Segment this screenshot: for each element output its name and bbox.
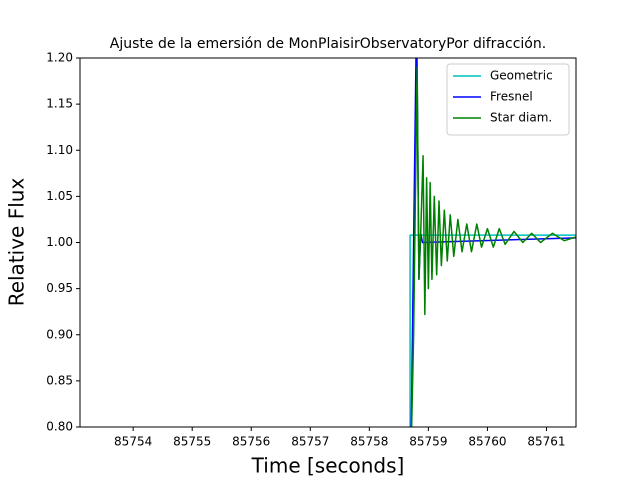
chart-title: Ajuste de la emersión de MonPlaisirObser… bbox=[110, 36, 546, 52]
legend-label: Fresnel bbox=[490, 90, 533, 104]
x-tick-label: 85760 bbox=[468, 435, 506, 449]
plot-area bbox=[409, 58, 576, 427]
x-tick-label: 85758 bbox=[350, 435, 388, 449]
x-tick-label: 85757 bbox=[291, 435, 329, 449]
x-tick-label: 85756 bbox=[232, 435, 270, 449]
series-line bbox=[410, 66, 576, 427]
y-axis-label: Relative Flux bbox=[5, 178, 29, 307]
y-tick-label: 0.80 bbox=[46, 420, 73, 434]
y-tick-label: 1.00 bbox=[46, 235, 73, 249]
x-tick-label: 85754 bbox=[114, 435, 152, 449]
y-tick-label: 1.10 bbox=[46, 143, 73, 157]
y-tick-label: 1.20 bbox=[46, 51, 73, 65]
y-tick-label: 1.05 bbox=[46, 189, 73, 203]
legend-label: Star diam. bbox=[490, 111, 552, 125]
x-tick-label: 85755 bbox=[173, 435, 211, 449]
x-tick-label: 85761 bbox=[527, 435, 565, 449]
y-tick-label: 0.95 bbox=[46, 281, 73, 295]
y-tick-label: 0.90 bbox=[46, 327, 73, 341]
y-tick-label: 0.85 bbox=[46, 373, 73, 387]
x-axis-label: Time [seconds] bbox=[251, 454, 405, 478]
legend: Geometric Fresnel Star diam. bbox=[446, 63, 570, 136]
legend-label: Geometric bbox=[490, 69, 553, 83]
y-tick-label: 1.15 bbox=[46, 97, 73, 111]
series-line bbox=[409, 234, 576, 427]
x-tick-label: 85759 bbox=[409, 435, 447, 449]
